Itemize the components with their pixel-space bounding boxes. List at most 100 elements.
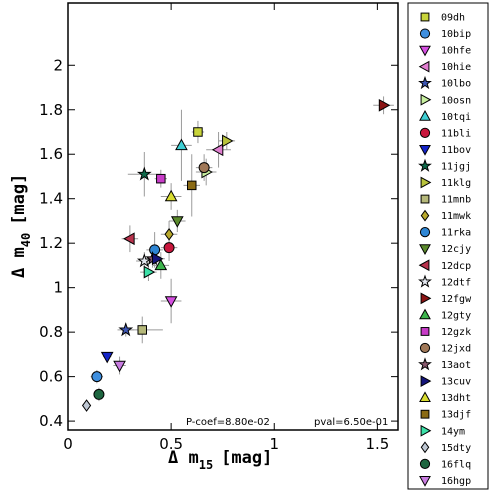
- data-point-10lbo: [118, 322, 134, 337]
- data-point-12jxd: [198, 162, 210, 174]
- legend-label-11bov: 11bov: [441, 145, 471, 156]
- data-point-11mnb: [137, 325, 147, 335]
- y-tick-label: 2: [53, 56, 63, 74]
- legend-label-11rka: 11rka: [441, 228, 471, 239]
- legend-label-13cuv: 13cuv: [441, 377, 471, 388]
- data-point-11rka: [149, 244, 161, 256]
- data-point-13djf: [187, 180, 197, 191]
- legend-marker-10bip: [419, 28, 431, 39]
- plot-frame: [67, 2, 399, 431]
- legend-label-11mwk: 11mwk: [441, 211, 471, 222]
- legend-label-10osn: 10osn: [441, 95, 471, 106]
- legend-marker-11jgj: [418, 158, 432, 172]
- data-point-11jgj: [136, 166, 152, 181]
- y-tick-label: 1.2: [39, 234, 63, 252]
- legend-marker-12fgw: [420, 292, 432, 305]
- legend-label-14ym: 14ym: [441, 426, 465, 437]
- x-axis-title: Δ m15 [mag]: [168, 448, 272, 472]
- legend-marker-12dtf: [418, 274, 432, 288]
- pval-annotation: pval=6.50e-01: [314, 417, 388, 428]
- legend-marker-10hie: [418, 60, 430, 73]
- legend-label-13aot: 13aot: [441, 360, 471, 371]
- data-point-11mwk: [164, 227, 174, 241]
- pcoef-annotation: P-coef=8.80e-02: [186, 417, 270, 428]
- data-point-13cuv: [151, 252, 164, 266]
- data-point-16flq: [93, 388, 105, 400]
- legend-label-11klg: 11klg: [441, 178, 471, 189]
- legend-label-10tqi: 10tqi: [441, 112, 471, 123]
- legend-marker-11klg: [420, 176, 432, 189]
- legend: 09dh 10bip 10hfe 10hie 10lbo 10osn 10tqi 11bli 1…: [418, 12, 472, 487]
- data-point-10bip: [91, 371, 103, 383]
- data-point-16hgp: [113, 360, 126, 373]
- legend-label-10bip: 10bip: [441, 29, 471, 40]
- legend-marker-11bli: [419, 127, 431, 138]
- data-point-12fgw: [378, 98, 391, 112]
- legend-marker-12dcp: [418, 259, 430, 272]
- legend-marker-10hfe: [419, 45, 431, 57]
- legend-label-12gty: 12gty: [441, 310, 471, 321]
- data-point-10tqi: [175, 138, 188, 151]
- data-point-12dcp: [123, 232, 135, 246]
- legend-marker-15dty: [420, 441, 430, 454]
- legend-marker-11bov: [419, 144, 431, 156]
- legend-marker-13cuv: [420, 375, 432, 388]
- legend-marker-13dht: [419, 391, 431, 403]
- legend-label-10hfe: 10hfe: [441, 46, 471, 57]
- data-point-14ym: [143, 265, 156, 279]
- y-tick-label: 0.8: [39, 323, 63, 341]
- y-tick-label: 0.6: [39, 368, 63, 386]
- legend-marker-11mwk: [420, 209, 430, 222]
- legend-label-16flq: 16flq: [441, 459, 471, 470]
- y-tick-label: 1.8: [39, 101, 63, 119]
- data-point-11klg: [222, 134, 234, 148]
- x-tick-label: 0.5: [159, 435, 183, 453]
- data-point-15dty: [81, 399, 92, 412]
- legend-label-16hgp: 16hgp: [441, 476, 471, 487]
- legend-label-09dh: 09dh: [441, 13, 465, 24]
- data-point-09dh: [193, 127, 203, 137]
- legend-label-12dcp: 12dcp: [441, 261, 471, 272]
- x-axis-label-unit: [mag]: [221, 448, 272, 468]
- legend-marker-09dh: [420, 12, 430, 22]
- data-point-11bli: [163, 242, 175, 254]
- legend-marker-13aot: [418, 357, 432, 371]
- x-tick-label: 1: [269, 435, 279, 453]
- legend-marker-10tqi: [419, 109, 431, 121]
- legend-label-12cjy: 12cjy: [441, 244, 471, 255]
- legend-marker-16flq: [419, 458, 431, 469]
- y-tick-label: 1: [53, 279, 63, 297]
- x-tick-label: 0: [63, 435, 73, 453]
- legend-marker-12cjy: [419, 244, 431, 256]
- legend-marker-12gty: [419, 308, 431, 320]
- legend-marker-10lbo: [418, 75, 432, 90]
- legend-marker-11mnb: [420, 194, 430, 204]
- axis-ticks: 0 0.5 1 1.5 0.4 0.6 0.8 1 1.2 1.4 1.6 1.8 2: [39, 3, 398, 453]
- y-tick-label: 0.4: [39, 412, 63, 430]
- legend-label-12dtf: 12dtf: [441, 277, 471, 288]
- data-point-11bov: [100, 351, 114, 364]
- legend-marker-10osn: [420, 93, 432, 106]
- legend-label-12fgw: 12fgw: [441, 294, 472, 305]
- data-point-12gzk: [156, 173, 166, 184]
- legend-marker-13djf: [420, 409, 430, 419]
- y-axis-label-main: Δ m: [9, 247, 29, 278]
- data-point-12gty: [154, 258, 168, 271]
- legend-label-13djf: 13djf: [441, 410, 471, 421]
- y-tick-label: 1.4: [39, 190, 63, 208]
- data-point-13dht: [164, 189, 178, 202]
- legend-label-13dht: 13dht: [441, 393, 471, 404]
- legend-marker-12gzk: [420, 327, 430, 336]
- y-axis-label-unit: [mag]: [9, 174, 29, 225]
- legend-label-11jgj: 11jgj: [441, 161, 471, 172]
- data-point-10hie: [211, 143, 224, 157]
- legend-marker-11rka: [419, 227, 431, 238]
- legend-label-10lbo: 10lbo: [441, 79, 471, 90]
- legend-label-11mnb: 11mnb: [441, 195, 471, 206]
- x-axis-label-sub: 15: [199, 458, 213, 472]
- data-point-10hfe: [164, 296, 178, 308]
- data-point-12cjy: [170, 216, 184, 228]
- legend-marker-12jxd: [419, 342, 431, 354]
